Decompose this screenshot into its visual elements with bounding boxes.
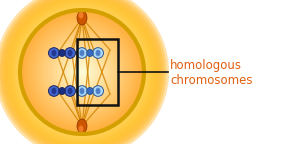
Ellipse shape bbox=[0, 0, 164, 144]
Text: homologous: homologous bbox=[170, 58, 242, 72]
Ellipse shape bbox=[57, 47, 107, 97]
Ellipse shape bbox=[66, 56, 97, 88]
Ellipse shape bbox=[95, 88, 101, 94]
Ellipse shape bbox=[70, 60, 94, 84]
Ellipse shape bbox=[79, 69, 85, 75]
Ellipse shape bbox=[0, 0, 166, 144]
Ellipse shape bbox=[87, 49, 93, 57]
Ellipse shape bbox=[93, 48, 103, 58]
Ellipse shape bbox=[48, 86, 59, 96]
Ellipse shape bbox=[63, 53, 101, 91]
Ellipse shape bbox=[20, 10, 144, 134]
Ellipse shape bbox=[38, 29, 125, 115]
Ellipse shape bbox=[26, 16, 138, 128]
Ellipse shape bbox=[23, 13, 141, 131]
Ellipse shape bbox=[29, 19, 135, 125]
Ellipse shape bbox=[95, 50, 101, 56]
Ellipse shape bbox=[52, 50, 56, 56]
Ellipse shape bbox=[15, 5, 149, 139]
Ellipse shape bbox=[51, 41, 113, 103]
Ellipse shape bbox=[45, 35, 119, 109]
Ellipse shape bbox=[68, 50, 72, 56]
Ellipse shape bbox=[13, 2, 152, 142]
Ellipse shape bbox=[76, 66, 88, 78]
Text: chromosomes: chromosomes bbox=[170, 74, 253, 88]
Ellipse shape bbox=[78, 126, 84, 132]
Ellipse shape bbox=[68, 88, 72, 94]
Ellipse shape bbox=[93, 86, 103, 96]
Ellipse shape bbox=[48, 38, 116, 106]
Ellipse shape bbox=[77, 11, 87, 25]
Ellipse shape bbox=[59, 87, 65, 95]
Ellipse shape bbox=[76, 86, 87, 96]
Bar bbox=[77, 39, 118, 105]
Ellipse shape bbox=[5, 0, 159, 144]
Ellipse shape bbox=[48, 48, 59, 58]
Ellipse shape bbox=[54, 44, 110, 100]
Ellipse shape bbox=[0, 0, 169, 144]
Ellipse shape bbox=[77, 119, 87, 133]
Ellipse shape bbox=[10, 0, 154, 144]
Ellipse shape bbox=[87, 87, 93, 95]
Ellipse shape bbox=[59, 49, 65, 57]
Ellipse shape bbox=[80, 50, 84, 56]
Ellipse shape bbox=[36, 25, 129, 119]
Ellipse shape bbox=[42, 32, 122, 112]
Ellipse shape bbox=[52, 88, 56, 94]
Ellipse shape bbox=[60, 50, 104, 94]
Ellipse shape bbox=[65, 86, 76, 96]
Ellipse shape bbox=[7, 0, 156, 144]
Ellipse shape bbox=[32, 22, 132, 122]
Ellipse shape bbox=[80, 88, 84, 94]
Ellipse shape bbox=[3, 0, 162, 144]
Ellipse shape bbox=[73, 63, 91, 81]
Ellipse shape bbox=[78, 12, 84, 18]
Ellipse shape bbox=[76, 48, 87, 58]
Ellipse shape bbox=[65, 48, 76, 58]
Ellipse shape bbox=[17, 7, 146, 137]
